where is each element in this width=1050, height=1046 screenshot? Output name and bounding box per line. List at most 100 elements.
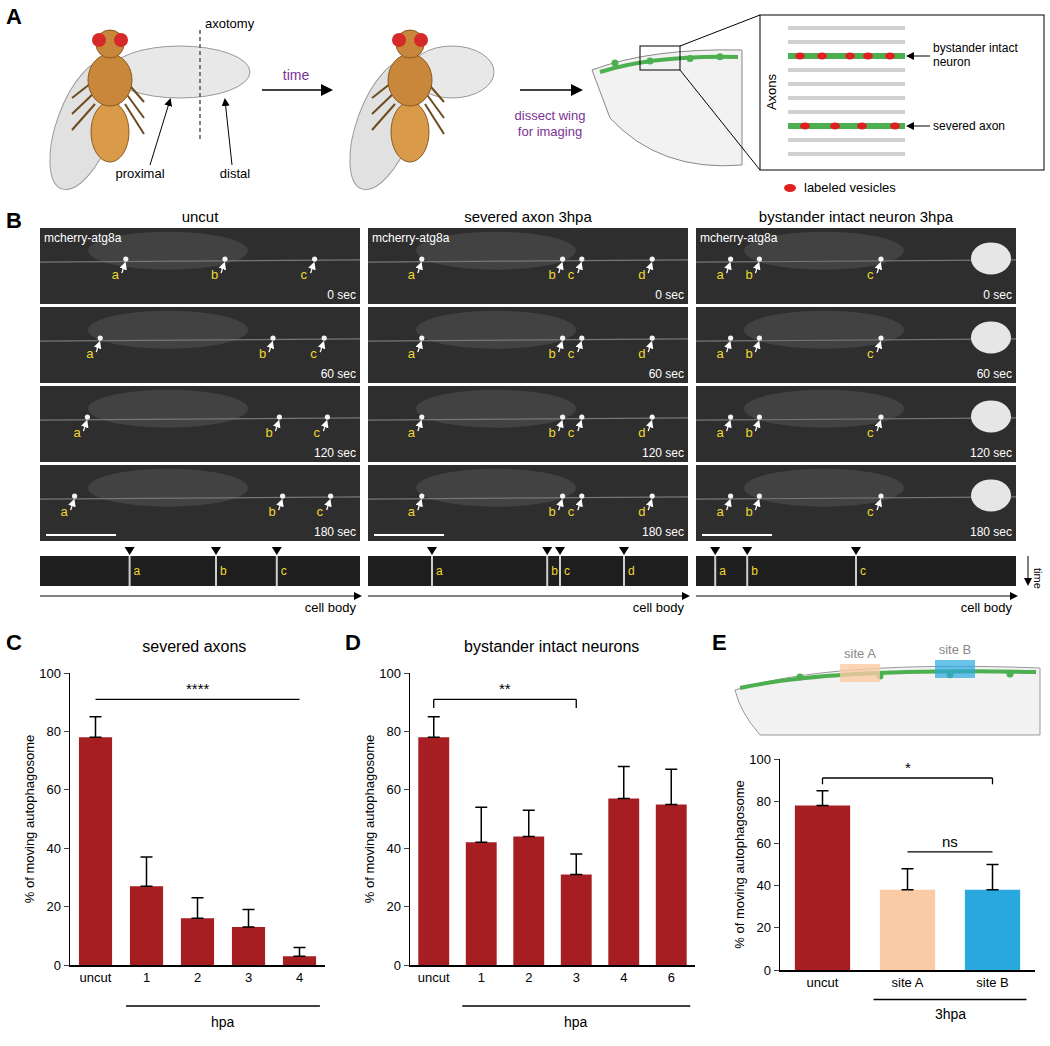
svg-text:mcherry-atg8a: mcherry-atg8a	[700, 231, 778, 245]
svg-text:c: c	[568, 425, 575, 440]
svg-text:d: d	[638, 425, 645, 440]
svg-text:80: 80	[756, 794, 770, 809]
svg-text:0: 0	[394, 958, 401, 973]
svg-text:b: b	[549, 346, 556, 361]
svg-text:d: d	[628, 564, 635, 578]
svg-text:c: c	[564, 564, 570, 578]
svg-text:c: c	[867, 425, 874, 440]
svg-text:bystander intactneuron: bystander intactneuron	[933, 41, 1018, 69]
svg-text:b: b	[259, 346, 266, 361]
svg-text:a: a	[112, 267, 120, 282]
svg-text:c: c	[310, 346, 317, 361]
svg-text:b: b	[211, 267, 218, 282]
svg-text:0 sec: 0 sec	[655, 288, 684, 302]
svg-text:site B: site B	[976, 975, 1009, 990]
svg-text:b: b	[745, 267, 752, 282]
svg-text:cell body: cell body	[305, 600, 357, 615]
svg-text:c: c	[867, 267, 874, 282]
svg-text:c: c	[867, 504, 874, 519]
svg-text:100: 100	[379, 666, 401, 681]
svg-text:80: 80	[46, 724, 60, 739]
svg-text:severed axons: severed axons	[142, 638, 246, 655]
svg-text:1: 1	[478, 970, 485, 985]
svg-text:a: a	[408, 267, 416, 282]
svg-text:C: C	[6, 630, 22, 655]
svg-text:axotomy: axotomy	[205, 16, 255, 31]
svg-text:b: b	[549, 267, 556, 282]
svg-text:E: E	[712, 630, 727, 655]
svg-text:40: 40	[46, 841, 60, 856]
svg-text:60: 60	[46, 782, 60, 797]
svg-text:severed axon: severed axon	[933, 119, 1005, 133]
svg-text:site A: site A	[892, 975, 924, 990]
svg-text:0 sec: 0 sec	[327, 288, 356, 302]
svg-text:bystander intact neuron 3hpa: bystander intact neuron 3hpa	[759, 208, 954, 225]
svg-text:% of moving autophagosome: % of moving autophagosome	[732, 780, 747, 948]
svg-text:a: a	[86, 346, 94, 361]
svg-text:B: B	[6, 208, 22, 233]
svg-text:uncut: uncut	[807, 975, 839, 990]
svg-text:100: 100	[749, 752, 771, 767]
svg-text:****: ****	[186, 680, 210, 697]
svg-text:*: *	[905, 759, 911, 776]
svg-text:cell body: cell body	[961, 600, 1013, 615]
svg-text:a: a	[61, 504, 69, 519]
svg-text:a: a	[408, 504, 416, 519]
svg-text:a: a	[717, 425, 725, 440]
svg-text:2: 2	[525, 970, 532, 985]
svg-text:hpa: hpa	[564, 1014, 588, 1030]
svg-text:b: b	[220, 564, 227, 578]
svg-text:3: 3	[573, 970, 580, 985]
svg-text:proximal: proximal	[115, 166, 164, 181]
svg-text:a: a	[717, 267, 725, 282]
svg-text:c: c	[867, 346, 874, 361]
svg-text:0: 0	[764, 963, 771, 978]
svg-text:uncut: uncut	[418, 970, 450, 985]
svg-text:40: 40	[756, 878, 770, 893]
svg-text:20: 20	[756, 920, 770, 935]
svg-text:distal: distal	[220, 166, 250, 181]
svg-text:site A: site A	[844, 646, 876, 661]
svg-text:c: c	[860, 564, 866, 578]
svg-text:time: time	[283, 67, 310, 83]
svg-text:80: 80	[386, 724, 400, 739]
svg-text:0 sec: 0 sec	[983, 288, 1012, 302]
svg-text:180 sec: 180 sec	[642, 525, 684, 539]
svg-text:4: 4	[296, 970, 303, 985]
svg-text:60 sec: 60 sec	[977, 367, 1012, 381]
svg-text:dissect wingfor imaging: dissect wingfor imaging	[515, 108, 586, 139]
svg-text:bystander intact neurons: bystander intact neurons	[464, 638, 639, 655]
svg-text:cell body: cell body	[633, 600, 685, 615]
svg-text:60: 60	[386, 782, 400, 797]
svg-text:c: c	[317, 504, 324, 519]
svg-text:d: d	[638, 346, 645, 361]
svg-text:b: b	[551, 564, 558, 578]
svg-text:100: 100	[39, 666, 61, 681]
svg-text:c: c	[568, 267, 575, 282]
svg-text:mcherry-atg8a: mcherry-atg8a	[44, 231, 122, 245]
svg-text:b: b	[265, 425, 272, 440]
svg-text:mcherry-atg8a: mcherry-atg8a	[372, 231, 450, 245]
svg-text:b: b	[751, 564, 758, 578]
svg-text:2: 2	[194, 970, 201, 985]
svg-text:Axons: Axons	[764, 73, 779, 110]
svg-text:b: b	[745, 346, 752, 361]
svg-text:b: b	[745, 504, 752, 519]
svg-text:b: b	[269, 504, 276, 519]
svg-text:c: c	[281, 564, 287, 578]
svg-text:1: 1	[143, 970, 150, 985]
svg-text:hpa: hpa	[211, 1014, 235, 1030]
svg-text:c: c	[568, 346, 575, 361]
svg-text:a: a	[134, 564, 141, 578]
svg-text:6: 6	[668, 970, 675, 985]
svg-text:% of moving autophagosome: % of moving autophagosome	[362, 735, 377, 903]
svg-text:60: 60	[756, 836, 770, 851]
svg-text:a: a	[717, 504, 725, 519]
svg-text:20: 20	[386, 899, 400, 914]
svg-text:a: a	[408, 346, 416, 361]
svg-text:a: a	[719, 564, 726, 578]
svg-text:c: c	[313, 425, 320, 440]
svg-text:20: 20	[46, 899, 60, 914]
svg-text:b: b	[549, 504, 556, 519]
svg-text:time: time	[1032, 568, 1044, 589]
